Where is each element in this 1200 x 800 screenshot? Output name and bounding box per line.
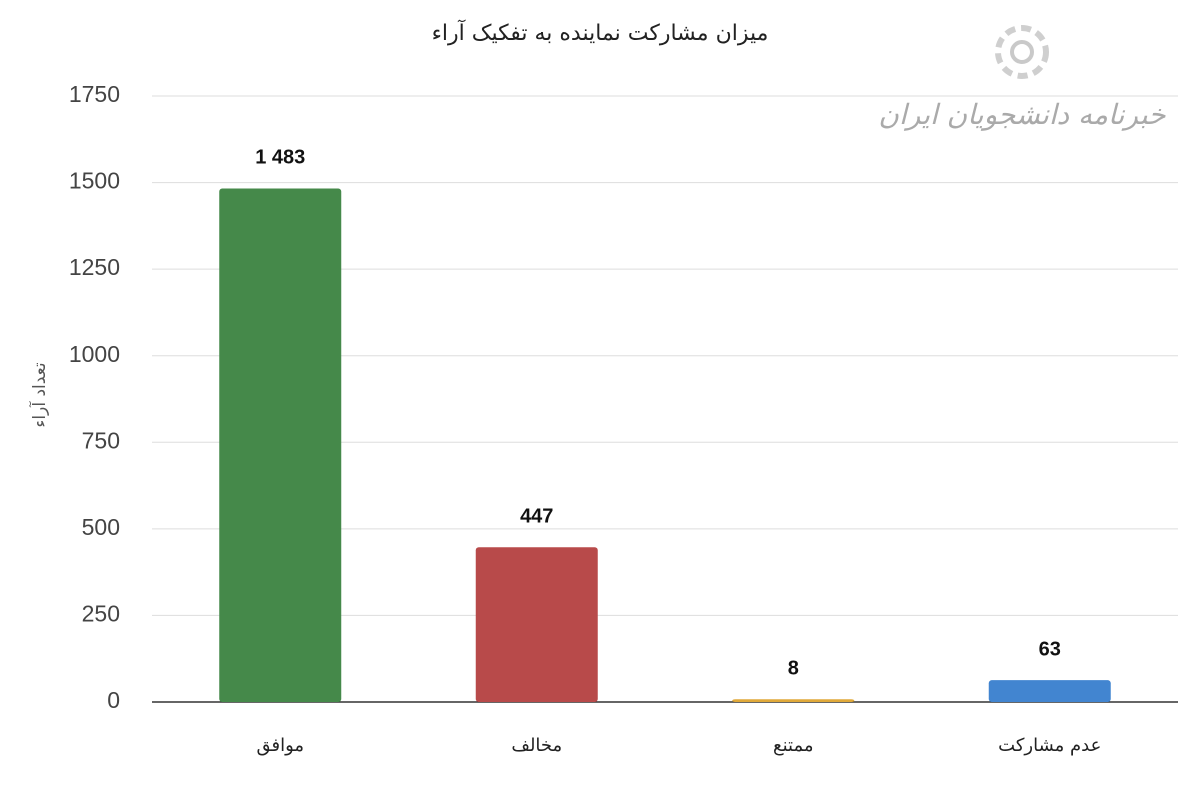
x-tick-label: عدم مشارکت xyxy=(998,735,1101,756)
bar xyxy=(219,188,342,703)
chart-title: میزان مشارکت نماینده به تفکیک آراء xyxy=(432,19,769,46)
watermark: خبرنامه دانشجویان ایران xyxy=(878,98,1166,131)
y-tick-label: 0 xyxy=(107,687,120,713)
y-tick-label: 750 xyxy=(82,427,120,453)
y-tick-label: 1000 xyxy=(69,341,120,367)
x-tick-label: موافق xyxy=(256,735,304,756)
y-tick-label: 1250 xyxy=(69,254,120,280)
bar xyxy=(988,680,1111,702)
y-tick-label: 250 xyxy=(82,601,120,627)
y-axis-label: تعداد آراء xyxy=(28,362,50,427)
bar xyxy=(475,547,598,702)
value-label: 63 xyxy=(1039,638,1061,660)
x-tick-label: ممتنع xyxy=(773,735,814,756)
bar xyxy=(732,699,855,702)
watermark-logo xyxy=(995,25,1049,79)
y-tick-label: 500 xyxy=(82,514,120,540)
y-tick-label: 1500 xyxy=(69,168,120,194)
value-label: 447 xyxy=(520,505,553,527)
value-label: 8 xyxy=(788,658,799,680)
value-label: 1 483 xyxy=(255,147,305,169)
x-tick-label: مخالف xyxy=(511,735,562,756)
y-tick-label: 1750 xyxy=(69,81,120,107)
